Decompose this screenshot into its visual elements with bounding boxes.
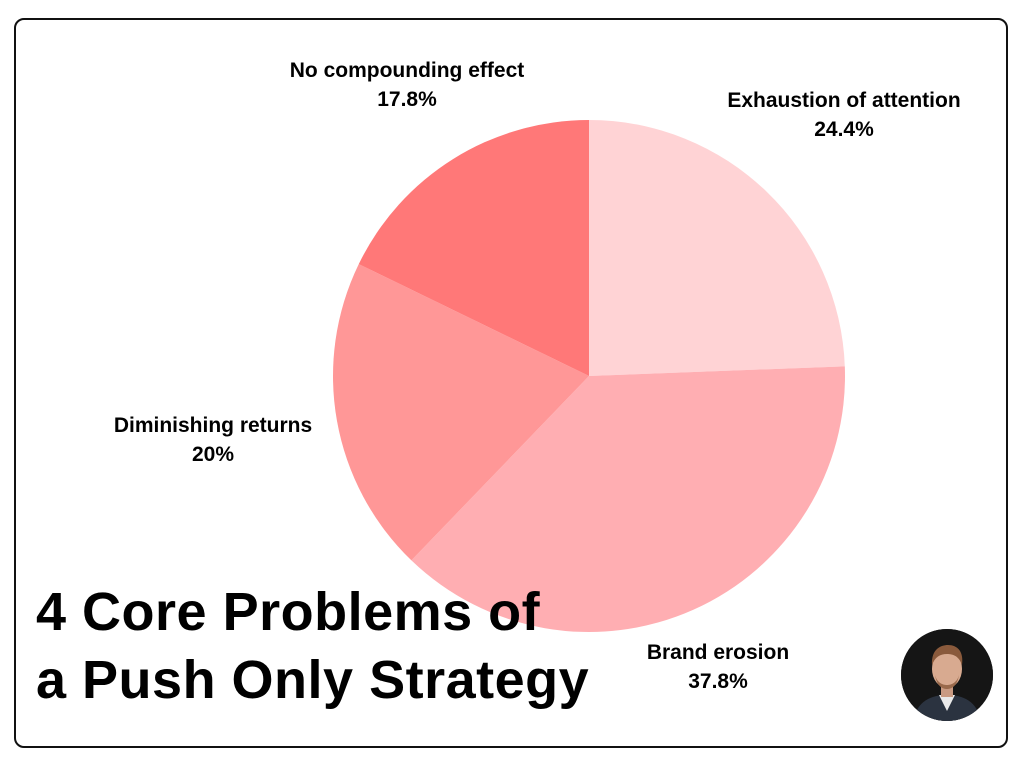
- author-portrait-icon: [901, 629, 993, 721]
- author-avatar: [901, 629, 993, 721]
- label-no-compounding-effect: No compounding effect 17.8%: [289, 59, 525, 111]
- pie-slice-diminishing-returns: [332, 264, 589, 561]
- label-brand-erosion: Brand erosion 37.8%: [646, 641, 790, 693]
- chart-title-line-1: 4 Core Problems of: [36, 582, 541, 642]
- pie-slice-exhaustion-of-attention: [589, 120, 845, 376]
- chart-title-line-2: a Push Only Strategy: [36, 650, 590, 710]
- chart-title: 4 Core Problems of a Push Only Strategy: [36, 578, 589, 714]
- label-diminishing-returns: Diminishing returns 20%: [113, 414, 313, 466]
- pie-slice-brand-erosion: [411, 366, 845, 632]
- label-exhaustion-of-attention: Exhaustion of attention 24.4%: [727, 89, 961, 141]
- pie-slice-no-compounding-effect: [358, 120, 589, 376]
